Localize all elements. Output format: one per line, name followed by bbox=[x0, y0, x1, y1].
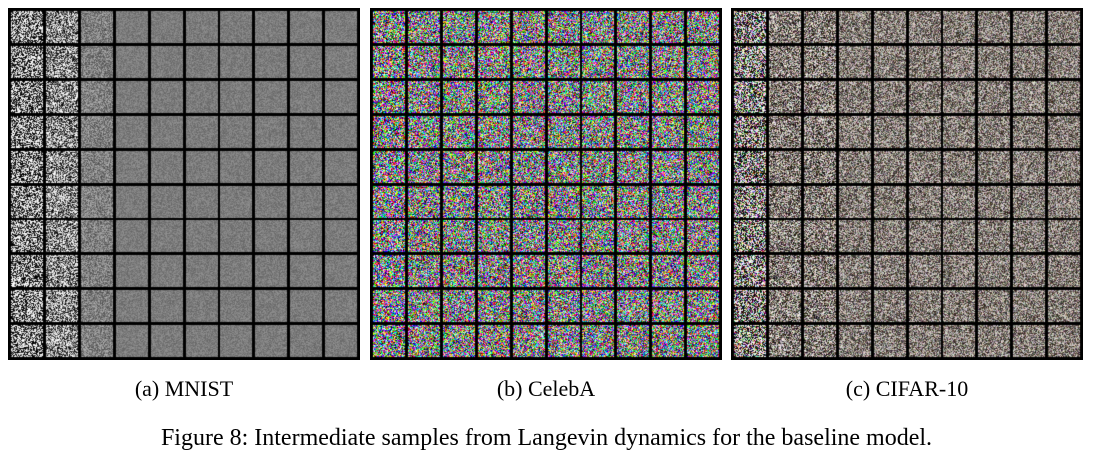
cifar10-samples-image bbox=[731, 8, 1083, 360]
celeba-samples-image bbox=[370, 8, 722, 360]
subcaption-mnist: (a) MNIST bbox=[134, 376, 234, 401]
mnist-samples-image bbox=[8, 8, 360, 360]
mnist-sample-grid bbox=[8, 8, 360, 360]
cifar10-sample-grid bbox=[731, 8, 1083, 360]
subcaption-celeba: (b) CelebA bbox=[496, 376, 596, 401]
subcaption-cifar10: (c) CIFAR-10 bbox=[845, 376, 969, 401]
figure-caption: Figure 8: Intermediate samples from Lang… bbox=[160, 425, 933, 451]
celeba-sample-grid bbox=[370, 8, 722, 360]
